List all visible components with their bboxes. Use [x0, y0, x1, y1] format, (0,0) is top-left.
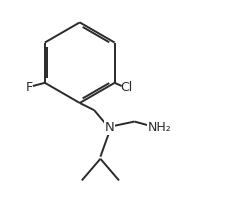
Text: Cl: Cl [121, 80, 133, 94]
Text: N: N [105, 121, 114, 134]
Text: NH₂: NH₂ [147, 121, 171, 134]
Text: F: F [25, 80, 33, 94]
